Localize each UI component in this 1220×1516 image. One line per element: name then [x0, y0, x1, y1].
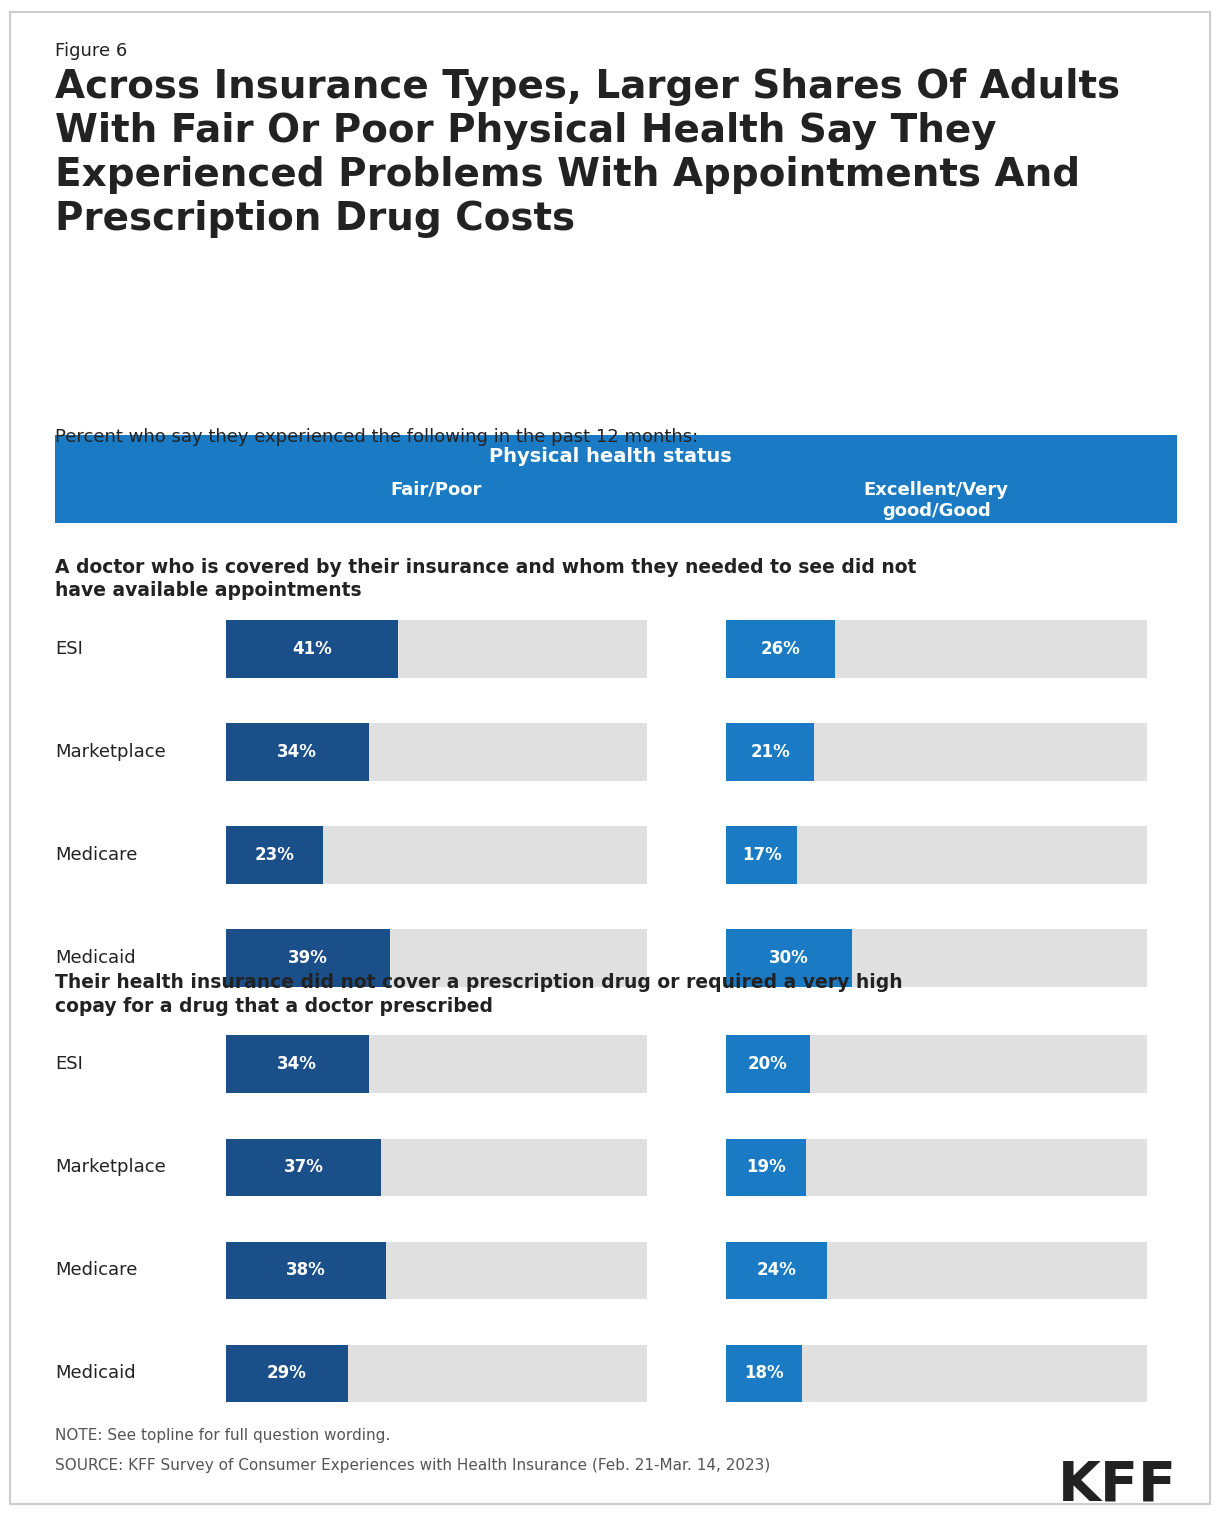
Text: 34%: 34%	[277, 743, 317, 761]
Text: Figure 6: Figure 6	[55, 42, 127, 61]
Text: 30%: 30%	[769, 949, 809, 967]
Text: ESI: ESI	[55, 640, 83, 658]
Text: NOTE: See topline for full question wording.: NOTE: See topline for full question word…	[55, 1428, 390, 1443]
Text: 26%: 26%	[761, 640, 800, 658]
Text: Physical health status: Physical health status	[489, 447, 731, 467]
Text: 39%: 39%	[288, 949, 328, 967]
Text: 21%: 21%	[750, 743, 791, 761]
Text: Excellent/Very
good/Good: Excellent/Very good/Good	[864, 481, 1009, 520]
Text: 38%: 38%	[285, 1261, 326, 1280]
Text: 29%: 29%	[267, 1364, 306, 1383]
Text: Marketplace: Marketplace	[55, 1158, 166, 1176]
Text: Medicaid: Medicaid	[55, 1364, 135, 1383]
Text: 34%: 34%	[277, 1055, 317, 1073]
Text: 37%: 37%	[283, 1158, 323, 1176]
Text: 17%: 17%	[742, 846, 782, 864]
Text: KFF: KFF	[1058, 1458, 1177, 1513]
Text: Percent who say they experienced the following in the past 12 months:: Percent who say they experienced the fol…	[55, 428, 698, 446]
Text: Fair/Poor: Fair/Poor	[390, 481, 482, 499]
Text: Their health insurance did not cover a prescription drug or required a very high: Their health insurance did not cover a p…	[55, 973, 903, 1016]
Text: 20%: 20%	[748, 1055, 788, 1073]
Text: SOURCE: KFF Survey of Consumer Experiences with Health Insurance (Feb. 21-Mar. 1: SOURCE: KFF Survey of Consumer Experienc…	[55, 1458, 770, 1474]
Text: Across Insurance Types, Larger Shares Of Adults
With Fair Or Poor Physical Healt: Across Insurance Types, Larger Shares Of…	[55, 68, 1120, 238]
Text: Marketplace: Marketplace	[55, 743, 166, 761]
Text: ESI: ESI	[55, 1055, 83, 1073]
Text: 18%: 18%	[744, 1364, 783, 1383]
Text: 23%: 23%	[254, 846, 294, 864]
Text: 41%: 41%	[292, 640, 332, 658]
Text: Medicare: Medicare	[55, 1261, 138, 1280]
Text: A doctor who is covered by their insurance and whom they needed to see did not
h: A doctor who is covered by their insuran…	[55, 558, 916, 600]
Text: 24%: 24%	[756, 1261, 797, 1280]
Text: Medicaid: Medicaid	[55, 949, 135, 967]
Text: 19%: 19%	[745, 1158, 786, 1176]
Text: Medicare: Medicare	[55, 846, 138, 864]
